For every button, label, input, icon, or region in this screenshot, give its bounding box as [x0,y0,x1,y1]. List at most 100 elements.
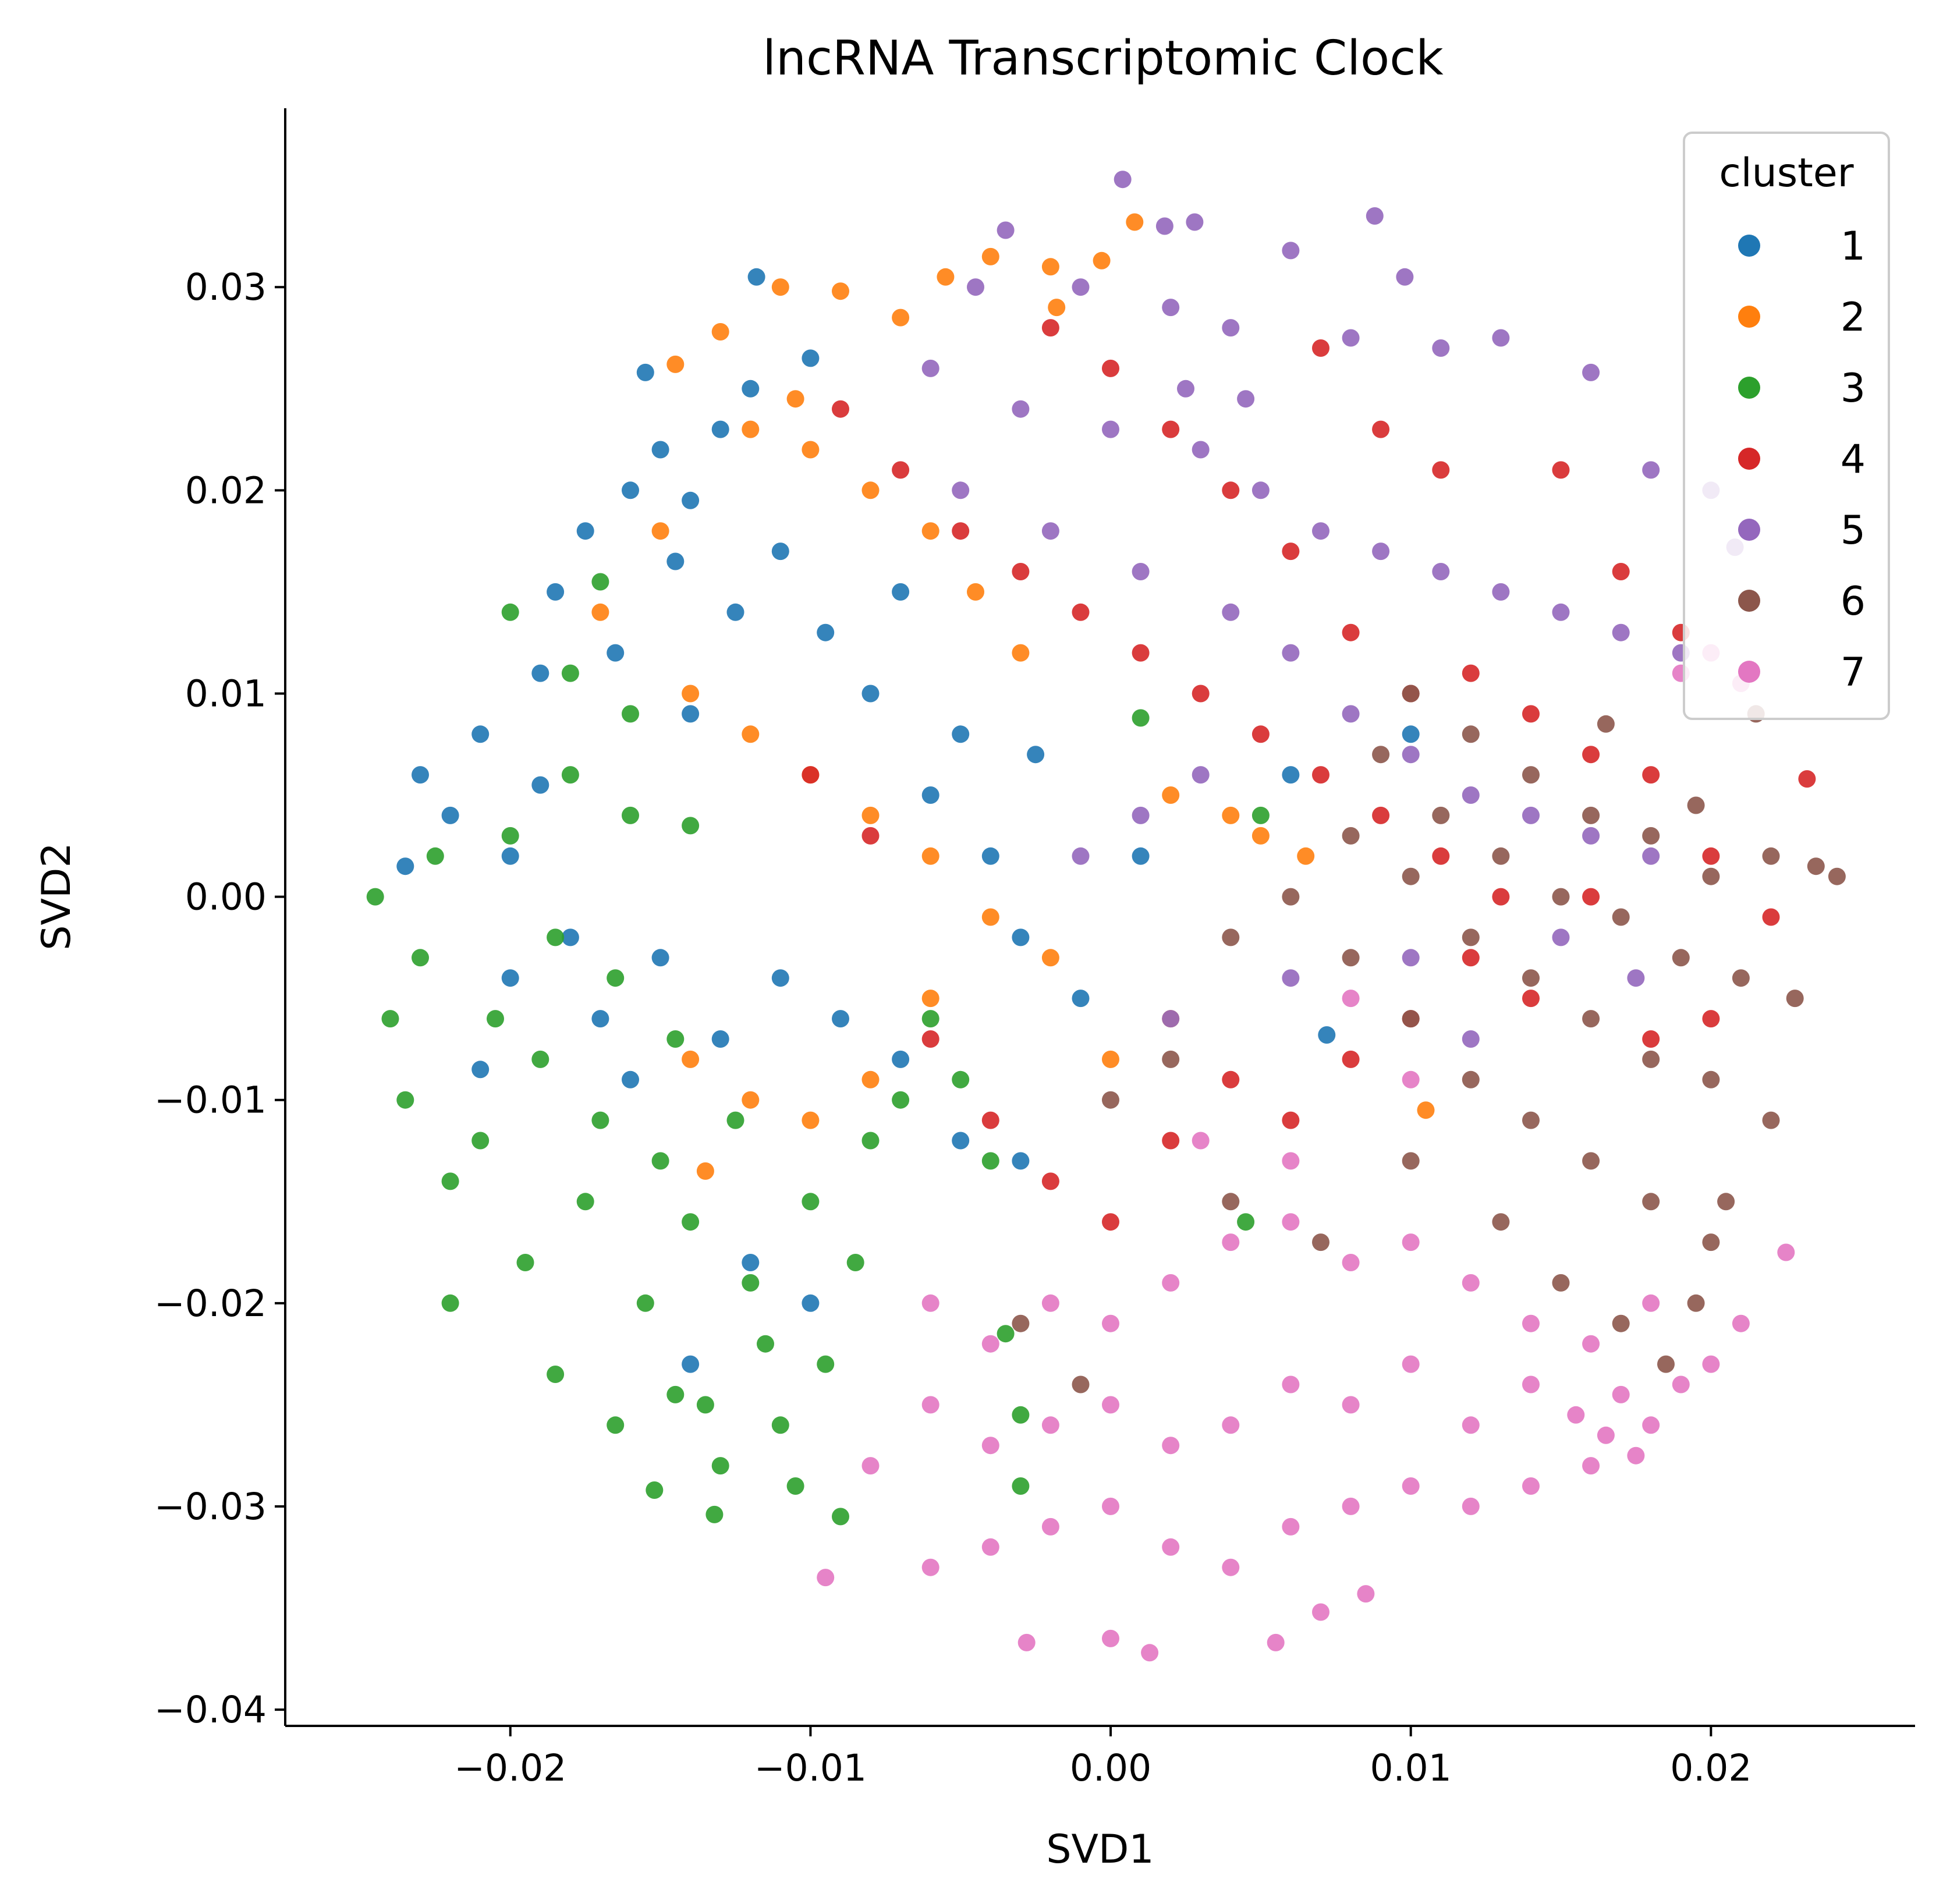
point-cluster-4-42 [1552,461,1570,479]
point-cluster-4-19 [1462,664,1480,682]
point-cluster-7-7 [921,1558,939,1576]
point-cluster-7-45 [1342,1254,1360,1271]
point-cluster-6-38 [1402,1152,1420,1170]
point-cluster-3-25 [742,1274,760,1292]
x-axis-label: SVD1 [1046,1827,1154,1873]
point-cluster-3-3 [412,949,429,967]
point-cluster-4-7 [1251,725,1270,743]
point-cluster-4-10 [1432,847,1450,865]
point-cluster-7-22 [861,1457,880,1475]
point-cluster-4-25 [921,1030,939,1048]
point-cluster-5-11 [1342,329,1360,347]
point-cluster-5-37 [1462,786,1480,804]
point-cluster-3-31 [832,1508,849,1526]
point-cluster-3-41 [501,603,519,621]
point-cluster-2-14 [967,583,984,601]
point-cluster-2-34 [1297,847,1315,865]
point-cluster-3-30 [817,1355,835,1373]
point-cluster-3-34 [892,1091,910,1109]
point-cluster-7-17 [1522,1477,1540,1495]
point-cluster-3-42 [561,664,579,682]
point-cluster-5-4 [1282,242,1300,260]
point-cluster-1-3 [501,847,519,865]
point-cluster-4-29 [1162,1132,1180,1150]
point-cluster-4-8 [1312,766,1329,784]
point-cluster-3-9 [516,1254,534,1271]
point-cluster-1-26 [501,969,519,987]
point-cluster-3-35 [921,1010,939,1028]
point-cluster-6-27 [1402,1010,1420,1028]
point-cluster-3-23 [705,1505,724,1523]
point-cluster-5-23 [1372,543,1390,561]
point-cluster-5-20 [1192,441,1210,459]
point-cluster-1-35 [952,1132,970,1150]
point-cluster-7-8 [981,1538,999,1556]
point-cluster-6-18 [1402,867,1420,885]
point-cluster-6-11 [1492,847,1510,865]
x-tick-label-4: 0.02 [1670,1747,1751,1789]
point-cluster-5-33 [1222,603,1240,621]
point-cluster-5-19 [1102,420,1119,438]
point-cluster-6-44 [1717,1193,1735,1211]
point-cluster-1-17 [726,603,744,621]
point-cluster-1-42 [1027,746,1045,764]
point-cluster-1-22 [921,786,939,804]
point-cluster-4-35 [1522,990,1540,1008]
point-cluster-1-8 [651,441,669,459]
point-cluster-2-1 [832,282,849,300]
point-cluster-5-47 [1462,1030,1480,1048]
point-cluster-1-48 [531,776,549,794]
point-cluster-2-7 [1126,213,1144,231]
point-cluster-5-34 [1282,644,1300,662]
point-cluster-4-20 [1522,705,1540,723]
point-cluster-3-26 [757,1335,774,1353]
point-cluster-6-32 [1702,1233,1720,1251]
point-cluster-1-10 [711,420,729,438]
point-cluster-3-37 [981,1152,999,1170]
point-cluster-6-41 [1612,1314,1630,1332]
point-cluster-1-25 [1012,928,1030,946]
point-cluster-3-15 [607,969,625,987]
x-tick-label-3: 0.01 [1370,1747,1452,1789]
point-cluster-3-1 [381,1010,399,1028]
point-cluster-2-21 [861,806,880,824]
legend-label-4: 4 [1841,437,1866,483]
point-cluster-7-50 [1642,1294,1660,1312]
point-cluster-7-24 [981,1437,999,1455]
point-cluster-5-26 [1552,603,1570,621]
point-cluster-1-21 [892,583,910,601]
point-cluster-4-40 [1372,420,1390,438]
point-cluster-2-9 [666,355,685,373]
point-cluster-5-31 [1041,522,1059,540]
point-cluster-3-38 [997,1325,1015,1343]
point-cluster-7-36 [1612,1385,1630,1403]
point-cluster-5-0 [1114,171,1132,189]
point-cluster-6-15 [1732,969,1750,987]
point-cluster-3-17 [636,1294,654,1312]
point-cluster-2-39 [786,390,804,408]
x-tick-label-0: −0.02 [454,1747,566,1789]
point-cluster-7-28 [1222,1416,1240,1434]
point-cluster-7-14 [1342,1497,1360,1515]
point-cluster-6-34 [1162,1050,1180,1068]
point-cluster-6-46 [1072,1375,1090,1394]
point-cluster-6-20 [1522,969,1540,987]
point-cluster-2-0 [771,278,789,296]
point-cluster-2-27 [861,1070,880,1088]
point-cluster-3-2 [396,1091,414,1109]
point-cluster-6-17 [1342,827,1360,845]
point-cluster-2-11 [802,441,820,459]
point-cluster-1-16 [682,705,700,723]
point-cluster-5-12 [1432,339,1450,357]
point-cluster-3-5 [441,1172,459,1190]
point-cluster-2-8 [711,323,729,341]
point-cluster-5-3 [1186,213,1204,231]
point-cluster-7-39 [981,1335,999,1353]
point-cluster-5-32 [1132,563,1150,580]
legend-label-5: 5 [1841,508,1866,554]
point-cluster-1-46 [396,857,414,875]
point-cluster-7-19 [1642,1416,1660,1434]
point-cluster-3-4 [426,847,444,865]
point-cluster-2-16 [651,522,669,540]
